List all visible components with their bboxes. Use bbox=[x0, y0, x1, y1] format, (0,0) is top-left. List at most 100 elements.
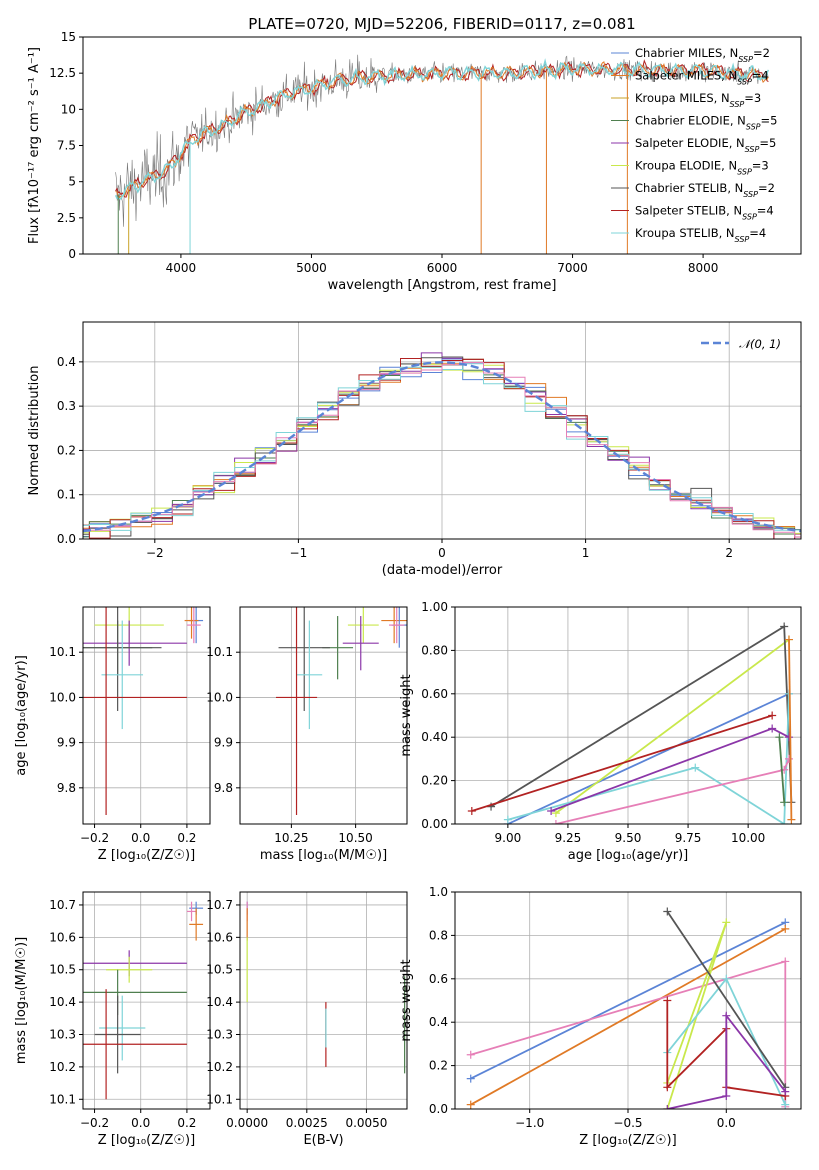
y-axis-label: age [log₁₀(age/yr)] bbox=[14, 655, 29, 776]
weight-line bbox=[555, 638, 790, 814]
weight-marker bbox=[466, 1100, 475, 1109]
y-tick-label: 10.3 bbox=[49, 1028, 76, 1042]
y-tick-label: 10.4 bbox=[49, 995, 76, 1009]
chart-panel-5: 9.00 9.25 9.50 9.75 10.00 0.00 0.20 0.40 0.60 0.8… bbox=[399, 600, 802, 863]
y-tick-label: 10.1 bbox=[49, 645, 76, 659]
x-tick-label: −0.2 bbox=[80, 1116, 109, 1130]
plot-area bbox=[83, 607, 210, 824]
x-tick-label: 6000 bbox=[427, 261, 458, 275]
spectrum-model-line bbox=[114, 58, 770, 200]
x-tick-label: 0.0025 bbox=[286, 1116, 328, 1130]
y-tick-label: 7.5 bbox=[57, 139, 76, 153]
weight-marker bbox=[467, 806, 476, 815]
x-tick-label: 0.0 bbox=[131, 831, 150, 845]
axes-frame bbox=[239, 606, 408, 825]
x-axis-label: (data-model)/error bbox=[382, 563, 503, 578]
weight-marker bbox=[784, 635, 793, 644]
weight-marker bbox=[768, 711, 777, 720]
y-tick-label: 0.20 bbox=[421, 774, 448, 788]
x-axis-label: Z [log₁₀(Z/Z☉)] bbox=[579, 1133, 676, 1148]
y-axis-label: mass weight bbox=[399, 674, 414, 756]
plot-area bbox=[240, 892, 407, 1109]
y-tick-label: 0.0 bbox=[57, 532, 76, 546]
y-tick-label: 1.00 bbox=[421, 600, 448, 614]
weight-marker bbox=[784, 754, 793, 763]
errorbar-point bbox=[342, 616, 379, 671]
y-tick-label: 10.0 bbox=[206, 690, 233, 704]
weight-marker bbox=[722, 1011, 731, 1020]
chart-panel-3: −0.2 0.0 0.2 9.8 9.9 10.0 10.1 Z [log₁₀(Z/Z☉)] a… bbox=[14, 606, 211, 863]
y-tick-label: 9.8 bbox=[57, 781, 76, 795]
weight-line bbox=[778, 737, 786, 803]
errorbar-point bbox=[106, 956, 153, 983]
errorbar-point bbox=[186, 901, 197, 922]
chart-panel-1: Chabrier MILES, NSSP=2 Salpeter MILES, NS… bbox=[27, 15, 802, 293]
y-tick-label: 0.00 bbox=[421, 817, 448, 831]
y-tick-label: 10.4 bbox=[206, 995, 233, 1009]
weight-marker bbox=[780, 820, 789, 824]
x-tick-label: 9.25 bbox=[555, 831, 582, 845]
weight-marker bbox=[781, 957, 790, 966]
x-axis-label: Z [log₁₀(Z/Z☉)] bbox=[98, 1133, 195, 1148]
chart-panel-8: −1.0 −0.5 0.0 0.0 0.2 0.4 0.6 0.8 1.0 Z [log₁₀(Z/… bbox=[399, 885, 802, 1148]
y-tick-label: 15 bbox=[61, 30, 76, 44]
legend: 𝒩(0, 1) bbox=[701, 337, 781, 351]
x-axis-label: mass [log₁₀(M/M☉)] bbox=[260, 848, 387, 863]
plot-area bbox=[114, 54, 770, 254]
y-tick-label: 10 bbox=[61, 102, 76, 116]
x-tick-label: 0.2 bbox=[177, 831, 196, 845]
y-tick-label: 10.7 bbox=[49, 898, 76, 912]
chart-panel-4: 10.25 10.50 9.8 9.9 10.0 10.1 mass [log₁₀(M/M☉… bbox=[206, 606, 408, 863]
legend-entry-label: Kroupa ELODIE, NSSP=3 bbox=[635, 159, 769, 177]
plot-area bbox=[455, 607, 801, 824]
x-tick-label: −1 bbox=[290, 546, 308, 560]
axes-frame bbox=[239, 891, 408, 1110]
legend-entry-label: Kroupa STELIB, NSSP=4 bbox=[635, 226, 766, 244]
x-tick-label: 1 bbox=[582, 546, 590, 560]
x-tick-label: −0.2 bbox=[80, 831, 109, 845]
x-tick-label: 9.75 bbox=[675, 831, 702, 845]
x-tick-label: 7000 bbox=[557, 261, 588, 275]
weight-marker bbox=[551, 820, 560, 824]
plot-area bbox=[455, 892, 801, 1109]
x-tick-label: 10.25 bbox=[274, 831, 308, 845]
errorbar-point bbox=[83, 607, 187, 815]
y-tick-label: 9.9 bbox=[214, 736, 233, 750]
axes-frame bbox=[82, 891, 211, 1110]
x-axis-label: age [log₁₀(age/yr)] bbox=[568, 848, 689, 863]
weight-marker bbox=[780, 622, 789, 631]
weight-series bbox=[775, 733, 789, 807]
y-axis-label: Flux [fλ10⁻¹⁷ erg cm⁻² s⁻¹ A⁻¹] bbox=[27, 47, 42, 244]
weight-series bbox=[551, 635, 793, 818]
weight-line bbox=[666, 910, 787, 1088]
legend: Chabrier MILES, NSSP=2 Salpeter MILES, NS… bbox=[611, 46, 777, 244]
x-tick-label: 9.50 bbox=[615, 831, 642, 845]
errorbar-point bbox=[94, 995, 141, 1074]
x-tick-label: 5000 bbox=[296, 261, 327, 275]
x-tick-label: 0.0 bbox=[717, 1116, 736, 1130]
weight-marker bbox=[722, 974, 731, 983]
y-tick-label: 9.9 bbox=[57, 736, 76, 750]
y-tick-label: 0.4 bbox=[429, 1015, 448, 1029]
weight-marker bbox=[781, 1100, 790, 1109]
errorbar-point bbox=[347, 607, 379, 644]
weight-marker bbox=[781, 924, 790, 933]
weight-series bbox=[663, 907, 790, 1092]
x-tick-label: 0.0 bbox=[131, 1116, 150, 1130]
weight-marker bbox=[691, 763, 700, 772]
y-tick-label: 10.1 bbox=[206, 1092, 233, 1106]
x-axis-label: E(B-V) bbox=[303, 1133, 343, 1148]
x-tick-label: −2 bbox=[146, 546, 164, 560]
weight-marker bbox=[503, 815, 512, 824]
y-tick-label: 0.60 bbox=[421, 687, 448, 701]
y-tick-label: 0.6 bbox=[429, 972, 448, 986]
y-tick-label: 10.5 bbox=[206, 963, 233, 977]
weight-marker bbox=[466, 1050, 475, 1059]
y-tick-label: 10.6 bbox=[206, 930, 233, 944]
weight-marker bbox=[768, 724, 777, 733]
x-tick-label: 2 bbox=[725, 546, 733, 560]
normal-curve bbox=[83, 361, 801, 533]
errorbar-point bbox=[101, 620, 144, 730]
weight-marker bbox=[551, 809, 560, 818]
